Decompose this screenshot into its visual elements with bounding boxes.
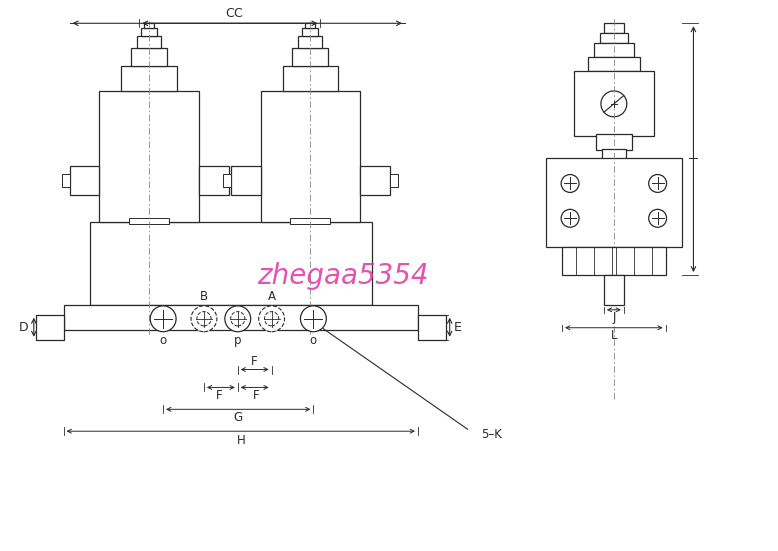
Text: G: G	[233, 411, 243, 424]
Bar	[562, 247, 666, 275]
Bar	[229, 174, 237, 187]
Bar	[144, 23, 154, 28]
Bar	[290, 218, 331, 224]
Text: D: D	[19, 321, 29, 334]
Text: B: B	[200, 290, 208, 304]
Bar	[129, 218, 169, 224]
Circle shape	[649, 209, 667, 227]
Bar	[293, 48, 328, 66]
Bar	[131, 48, 167, 66]
Bar	[303, 28, 318, 36]
Text: 5–K: 5–K	[482, 428, 503, 441]
Bar	[231, 165, 261, 196]
Circle shape	[561, 209, 579, 227]
Circle shape	[649, 175, 667, 192]
Text: o: o	[310, 334, 317, 347]
Circle shape	[265, 312, 279, 326]
Text: C: C	[226, 7, 234, 20]
Circle shape	[150, 306, 176, 332]
Text: p: p	[234, 334, 241, 347]
Text: o: o	[159, 334, 166, 347]
Bar	[121, 66, 177, 91]
Circle shape	[191, 306, 217, 332]
Text: C: C	[233, 7, 242, 20]
Bar	[299, 36, 322, 48]
Circle shape	[197, 312, 211, 326]
Bar	[602, 149, 626, 159]
Bar	[418, 315, 446, 339]
Text: E: E	[454, 321, 461, 334]
Bar	[604, 23, 624, 33]
Text: F: F	[251, 355, 258, 368]
Bar	[69, 165, 100, 196]
Bar	[89, 222, 372, 305]
Bar	[546, 158, 682, 247]
Text: zhegaa5354: zhegaa5354	[257, 262, 429, 289]
Bar	[282, 66, 338, 91]
Bar	[142, 28, 157, 36]
Circle shape	[230, 312, 245, 326]
Text: H: H	[237, 434, 245, 447]
Circle shape	[601, 91, 627, 117]
Bar	[64, 305, 418, 329]
Bar	[390, 174, 398, 187]
Bar	[100, 91, 199, 222]
Bar	[36, 315, 64, 339]
Circle shape	[300, 306, 326, 332]
Text: J: J	[612, 311, 615, 325]
Text: F: F	[254, 389, 260, 402]
Bar	[261, 91, 360, 222]
Bar	[223, 174, 231, 187]
Text: A: A	[268, 290, 275, 304]
Circle shape	[258, 306, 285, 332]
Text: L: L	[611, 329, 617, 342]
Bar	[600, 33, 628, 43]
Bar	[594, 43, 634, 57]
Circle shape	[561, 175, 579, 192]
Bar	[574, 71, 654, 136]
Text: F: F	[216, 389, 223, 402]
Bar	[199, 165, 229, 196]
Bar	[596, 134, 632, 150]
Circle shape	[225, 306, 251, 332]
Bar	[306, 23, 315, 28]
Bar	[137, 36, 161, 48]
Bar	[61, 174, 69, 187]
Bar	[588, 57, 640, 71]
Bar	[360, 165, 390, 196]
Bar	[604, 275, 624, 305]
